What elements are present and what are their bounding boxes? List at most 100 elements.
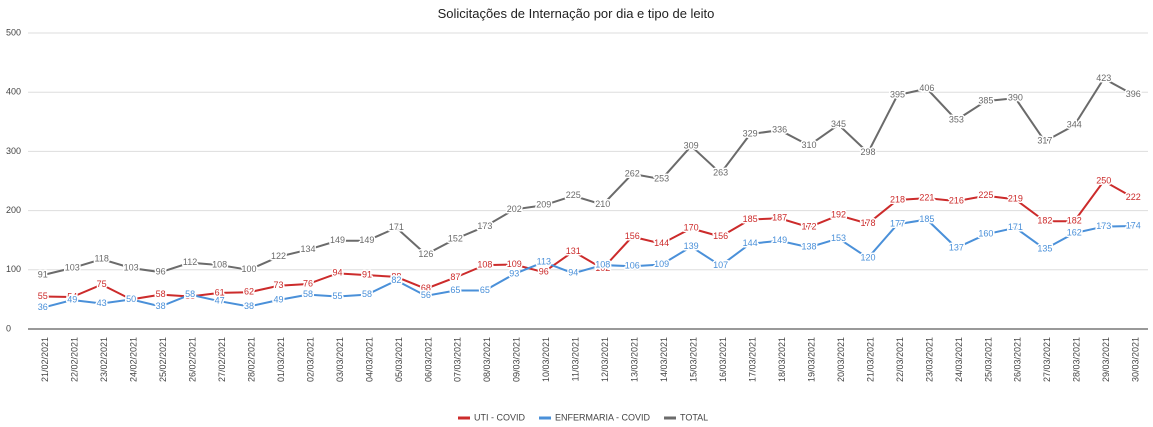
x-tick-label: 24/03/2021	[954, 337, 964, 382]
data-label: 253	[654, 174, 669, 184]
data-label: 50	[126, 294, 136, 304]
data-label: 137	[949, 242, 964, 252]
data-label: 218	[890, 194, 905, 204]
data-label: 144	[743, 238, 758, 248]
legend-label: TOTAL	[680, 412, 708, 422]
data-label: 91	[362, 270, 372, 280]
data-label: 222	[1126, 192, 1141, 202]
data-label: 178	[860, 218, 875, 228]
data-label: 120	[860, 252, 875, 262]
x-tick-label: 14/03/2021	[659, 337, 669, 382]
data-label: 171	[389, 222, 404, 232]
data-label: 36	[38, 302, 48, 312]
data-label: 329	[743, 129, 758, 139]
legend-label: ENFERMARIA - COVID	[555, 412, 651, 422]
data-label: 106	[625, 261, 640, 271]
data-label: 177	[890, 219, 905, 229]
data-label: 210	[595, 199, 610, 209]
y-tick-label: 200	[6, 205, 21, 215]
x-tick-label: 06/03/2021	[423, 337, 433, 382]
data-label: 75	[97, 279, 107, 289]
data-label: 172	[802, 222, 817, 232]
data-label: 153	[831, 233, 846, 243]
data-label: 149	[772, 235, 787, 245]
data-label: 102	[595, 263, 610, 273]
x-tick-label: 02/03/2021	[305, 337, 315, 382]
data-label: 94	[332, 268, 342, 278]
data-label: 187	[772, 213, 787, 223]
data-label: 49	[274, 294, 284, 304]
x-tick-label: 23/02/2021	[99, 337, 109, 382]
data-label: 139	[684, 241, 699, 251]
x-tick-label: 27/03/2021	[1042, 337, 1052, 382]
data-label: 225	[978, 190, 993, 200]
series-line	[42, 77, 1134, 277]
data-label: 336	[772, 124, 787, 134]
data-label: 149	[359, 235, 374, 245]
data-label: 61	[215, 287, 225, 297]
x-tick-label: 30/03/2021	[1131, 337, 1141, 382]
x-tick-label: 13/03/2021	[630, 337, 640, 382]
x-tick-label: 16/03/2021	[718, 337, 728, 382]
x-tick-label: 20/03/2021	[836, 337, 846, 382]
data-label: 108	[595, 259, 610, 269]
y-tick-label: 300	[6, 146, 21, 156]
data-label: 173	[477, 221, 492, 231]
x-tick-label: 07/03/2021	[453, 337, 463, 382]
data-label: 55	[332, 291, 342, 301]
data-label: 131	[566, 246, 581, 256]
x-tick-label: 26/02/2021	[187, 337, 197, 382]
data-label: 309	[684, 140, 699, 150]
data-label: 395	[890, 90, 905, 100]
x-tick-label: 08/03/2021	[482, 337, 492, 382]
data-label: 87	[450, 272, 460, 282]
data-label: 82	[391, 275, 401, 285]
x-tick-label: 28/03/2021	[1072, 337, 1082, 382]
data-label: 171	[1008, 222, 1023, 232]
data-label: 138	[802, 242, 817, 252]
data-label: 88	[391, 271, 401, 281]
data-label: 250	[1096, 175, 1111, 185]
data-label: 353	[949, 114, 964, 124]
data-label: 109	[654, 259, 669, 269]
data-label: 108	[212, 259, 227, 269]
x-tick-label: 01/03/2021	[276, 337, 286, 382]
x-tick-label: 15/03/2021	[689, 337, 699, 382]
data-label: 174	[1126, 220, 1141, 230]
data-label: 96	[156, 267, 166, 277]
data-label: 262	[625, 168, 640, 178]
data-label: 390	[1008, 92, 1023, 102]
y-tick-label: 0	[6, 323, 11, 333]
data-label: 54	[67, 291, 77, 301]
data-label: 185	[743, 214, 758, 224]
data-label: 317	[1037, 136, 1052, 146]
data-label: 65	[450, 285, 460, 295]
data-label: 263	[713, 168, 728, 178]
data-label: 103	[65, 262, 80, 272]
y-tick-label: 100	[6, 264, 21, 274]
data-label: 43	[97, 298, 107, 308]
data-label: 58	[156, 289, 166, 299]
data-label: 58	[303, 289, 313, 299]
data-label: 310	[802, 140, 817, 150]
data-label: 109	[507, 259, 522, 269]
data-label: 91	[38, 270, 48, 280]
data-label: 156	[625, 231, 640, 241]
data-label: 65	[480, 285, 490, 295]
data-label: 173	[1096, 221, 1111, 231]
data-label: 58	[185, 289, 195, 299]
data-label: 144	[654, 238, 669, 248]
x-tick-label: 18/03/2021	[777, 337, 787, 382]
x-tick-label: 21/03/2021	[865, 337, 875, 382]
data-label: 94	[568, 268, 578, 278]
data-label: 149	[330, 235, 345, 245]
x-tick-label: 05/03/2021	[394, 337, 404, 382]
data-label: 396	[1126, 89, 1141, 99]
data-label: 107	[713, 260, 728, 270]
data-label: 192	[831, 210, 846, 220]
data-label: 118	[95, 254, 109, 264]
data-label: 221	[919, 193, 934, 203]
data-label: 160	[978, 229, 993, 239]
x-tick-label: 25/03/2021	[983, 337, 993, 382]
